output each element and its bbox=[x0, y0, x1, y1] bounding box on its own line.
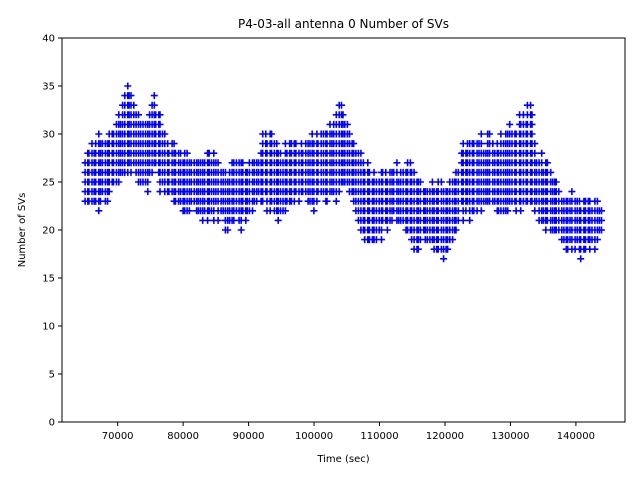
y-tick-label: 0 bbox=[49, 418, 55, 429]
y-tick-label: 30 bbox=[42, 130, 55, 141]
y-axis-ticks: 0 5 10 15 20 25 30 35 40 bbox=[42, 34, 62, 429]
x-tick-label: 130000 bbox=[491, 431, 529, 442]
x-tick-label: 140000 bbox=[557, 431, 595, 442]
x-tick-label: 120000 bbox=[426, 431, 464, 442]
scatter-points bbox=[81, 82, 605, 263]
x-tick-label: 100000 bbox=[295, 431, 333, 442]
x-tick-label: 70000 bbox=[102, 431, 134, 442]
y-tick-label: 35 bbox=[42, 82, 55, 93]
y-tick-label: 10 bbox=[42, 322, 55, 333]
x-axis-ticks: 70000 80000 90000 100000 110000 120000 130000 1… bbox=[102, 422, 595, 442]
data-point-markers bbox=[81, 82, 605, 263]
chart-title: P4-03-all antenna 0 Number of SVs bbox=[238, 17, 449, 31]
y-tick-label: 25 bbox=[42, 178, 55, 189]
x-axis-label: Time (sec) bbox=[316, 454, 369, 465]
y-tick-label: 5 bbox=[49, 370, 55, 381]
y-tick-label: 40 bbox=[42, 34, 55, 45]
x-tick-label: 80000 bbox=[167, 431, 199, 442]
x-tick-label: 110000 bbox=[360, 431, 398, 442]
y-tick-label: 15 bbox=[42, 274, 55, 285]
x-tick-label: 90000 bbox=[233, 431, 265, 442]
y-tick-label: 20 bbox=[42, 226, 55, 237]
y-axis-label: Number of SVs bbox=[17, 193, 28, 268]
